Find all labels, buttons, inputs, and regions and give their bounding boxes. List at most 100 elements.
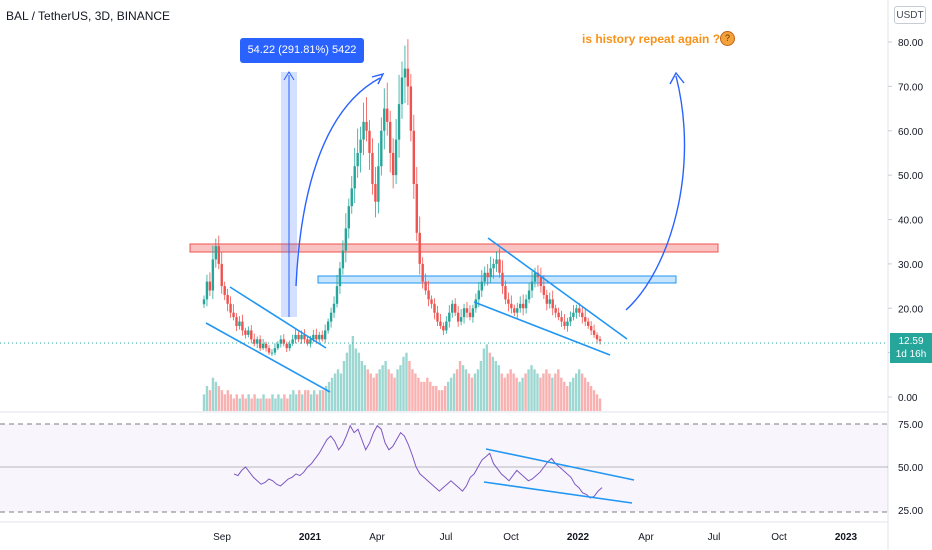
trendlines[interactable] — [205, 237, 628, 393]
rsi-line — [233, 424, 603, 499]
candle-body — [344, 228, 348, 251]
candle-body — [498, 259, 501, 273]
volume-bar — [524, 373, 527, 411]
volume-bar — [366, 369, 369, 411]
candle-body — [264, 343, 268, 349]
candle-body — [554, 308, 557, 313]
volume-bar — [298, 390, 301, 411]
candle-body — [258, 339, 262, 349]
support-zone[interactable] — [317, 275, 677, 284]
candlestick-series[interactable] — [202, 39, 602, 357]
candle-body — [451, 303, 454, 313]
rsi-trendline — [485, 448, 635, 481]
candle-body — [489, 268, 492, 278]
volume-bar — [244, 398, 247, 411]
volume-bar — [381, 365, 384, 411]
volume-bar — [577, 369, 581, 411]
volume-bar — [241, 394, 244, 411]
volume-bar — [536, 373, 539, 411]
volume-bar — [503, 377, 506, 411]
volume-bar — [455, 369, 459, 411]
candle-body — [377, 166, 380, 202]
measure-label[interactable]: 54.22 (291.81%) 5422 — [240, 38, 364, 63]
volume-bar — [429, 381, 432, 411]
candle-body — [347, 206, 351, 229]
candle-body — [403, 68, 407, 78]
volume-bar — [232, 398, 235, 411]
volume-bar — [223, 394, 227, 411]
volume-bar — [217, 386, 221, 411]
candle-body — [214, 246, 218, 260]
candle-body — [507, 299, 510, 304]
volume-bar — [592, 390, 596, 411]
candle-body — [400, 77, 404, 105]
quote-currency-badge[interactable]: USDT — [894, 6, 926, 24]
candle-body — [291, 339, 294, 344]
volume-bar — [560, 377, 563, 411]
rsi-trendlines[interactable] — [483, 448, 635, 504]
trendline — [473, 301, 611, 356]
volume-bar — [542, 373, 545, 411]
candle-body — [362, 121, 365, 140]
candle-body — [318, 334, 321, 340]
candle-body — [513, 308, 516, 313]
candle-body — [365, 121, 368, 131]
volume-bar — [482, 348, 486, 411]
volume-bar — [500, 373, 503, 411]
annotation-text[interactable]: is history repeat again ? — [582, 32, 721, 46]
resistance-zone[interactable] — [189, 243, 719, 253]
candle-body — [418, 232, 421, 264]
volume-bar — [390, 373, 393, 411]
volume-bar — [470, 377, 474, 411]
rsi-tick-label: 50.00 — [898, 463, 923, 474]
price-tick-label: 20.00 — [898, 304, 923, 315]
volume-bar — [414, 373, 417, 411]
projection-arrow-curve[interactable] — [625, 75, 686, 311]
history-arrow-curve[interactable] — [295, 77, 381, 287]
volume-bar — [360, 361, 364, 411]
volume-bar — [554, 373, 557, 411]
volume-bar — [301, 394, 304, 411]
price-tick-label: 0.00 — [898, 393, 918, 404]
candle-body — [356, 152, 359, 167]
volume-bar — [363, 365, 366, 411]
volume-bar — [417, 377, 420, 411]
volume-bar — [277, 394, 280, 411]
candle-body — [394, 139, 398, 176]
candle-body — [578, 308, 581, 313]
candle-body — [409, 86, 413, 131]
candle-body — [223, 286, 226, 295]
candle-body — [592, 330, 596, 335]
candle-body — [306, 339, 309, 344]
volume-bar — [265, 398, 268, 411]
candle-body — [427, 290, 430, 300]
candle-body — [332, 303, 336, 313]
candle-body — [501, 272, 504, 287]
candle-body — [459, 317, 463, 322]
volume-bar — [518, 381, 521, 411]
volume-bar — [589, 386, 593, 411]
rsi-trendline — [483, 481, 633, 504]
candle-body — [557, 312, 560, 318]
volume-bar — [408, 361, 411, 411]
candle-body — [300, 334, 303, 340]
rsi-series — [233, 424, 603, 499]
candle-body — [563, 321, 566, 326]
volume-bar — [574, 373, 578, 411]
time-tick-label: Apr — [369, 532, 385, 543]
volume-bar — [539, 377, 542, 411]
volume-bar — [250, 398, 253, 411]
volume-bar — [446, 381, 450, 411]
price-tick-label: 40.00 — [898, 216, 923, 227]
volume-bar — [452, 373, 456, 411]
candle-body — [380, 130, 383, 167]
candle-body — [359, 139, 362, 153]
rsi-band — [0, 424, 888, 512]
volume-bar — [283, 394, 286, 411]
rsi-tick-label: 25.00 — [898, 506, 923, 517]
candle-body — [294, 334, 297, 340]
candle-body — [220, 263, 223, 287]
candle-body — [282, 339, 285, 344]
candle-body — [312, 334, 315, 340]
